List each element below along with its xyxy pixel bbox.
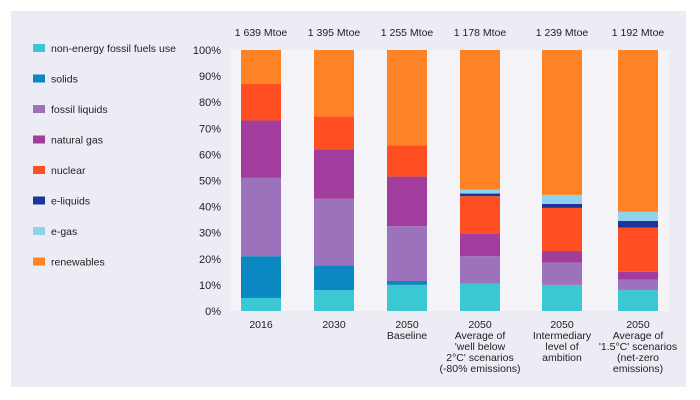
legend-swatch: [33, 166, 45, 174]
bar-segment: [241, 256, 281, 298]
stacked-bar-chart: 0% 10% 20% 30% 40% 50% 60% 70% 80% 90% 100% 1 639 M…: [11, 11, 686, 387]
y-tick-label: 100%: [193, 45, 221, 57]
x-category-label: 2050 Intermediary level of ambition: [533, 319, 592, 364]
bar-segment: [241, 120, 281, 177]
legend-swatch: [33, 105, 45, 113]
bar-segment: [542, 50, 582, 195]
y-tick-label: 40%: [199, 202, 221, 214]
x-category-label: 2050 Average of '1.5°C' scenarios (net-zero…: [599, 319, 677, 375]
y-tick-label: 50%: [199, 176, 221, 188]
bar-total-label: 1 192 Mtoe: [612, 27, 665, 39]
bar-segment: [618, 272, 658, 280]
y-tick-label: 10%: [199, 280, 221, 292]
bar-segment: [618, 221, 658, 228]
bar-segment: [314, 290, 354, 311]
y-tick-label: 30%: [199, 228, 221, 240]
bar-total-label: 1 255 Mtoe: [381, 27, 434, 39]
legend-label: e-liquids: [51, 196, 90, 208]
bar-segment: [542, 251, 582, 263]
bar-segment: [460, 194, 500, 197]
bar-segment: [542, 285, 582, 311]
bar-total-label: 1 395 Mtoe: [308, 27, 361, 39]
x-category-label: 2050 Average of'well below 2°C' scenarios(…: [439, 319, 520, 375]
legend-label: renewables: [51, 257, 105, 269]
x-category-label: 2016: [249, 319, 273, 331]
bar-segment: [460, 196, 500, 234]
legend-swatch: [33, 227, 45, 235]
chart-panel: 0% 10% 20% 30% 40% 50% 60% 70% 80% 90% 100% 1 639 M…: [11, 11, 686, 387]
bar-segment: [314, 50, 354, 117]
y-tick-label: 20%: [199, 254, 221, 266]
bar-segment: [618, 212, 658, 221]
x-category-label: 2050 Baseline: [387, 319, 427, 342]
bar-segment: [387, 281, 427, 285]
bar-total-label: 1 639 Mtoe: [235, 27, 288, 39]
bar-segment: [241, 178, 281, 256]
plot-area: [231, 50, 669, 311]
bar-segment: [387, 145, 427, 176]
x-category-label: 2030: [322, 319, 346, 331]
bar-segment: [387, 285, 427, 311]
bar-segment: [241, 298, 281, 311]
y-tick-label: 70%: [199, 123, 221, 135]
bar-segment: [387, 50, 427, 145]
bar-segment: [460, 50, 500, 190]
y-tick-label: 60%: [199, 149, 221, 161]
legend-label: fossil liquids: [51, 104, 108, 116]
bar-segment: [241, 84, 281, 121]
bar-total-label: 1 239 Mtoe: [536, 27, 589, 39]
bar-segment: [460, 234, 500, 256]
legend-swatch: [33, 75, 45, 83]
legend-swatch: [33, 197, 45, 205]
bar-segment: [314, 149, 354, 199]
legend-swatch: [33, 258, 45, 266]
legend-label: e-gas: [51, 226, 77, 238]
bar-segment: [460, 256, 500, 283]
bar-segment: [314, 199, 354, 266]
bar-segment: [241, 50, 281, 84]
bar-segment: [618, 290, 658, 311]
y-tick-label: 90%: [199, 71, 221, 83]
bar-segment: [542, 195, 582, 204]
legend-swatch: [33, 44, 45, 52]
bar-segment: [387, 226, 427, 281]
bar-segment: [542, 204, 582, 208]
legend-label: solids: [51, 74, 78, 86]
y-tick-label: 0%: [205, 306, 221, 318]
y-tick-label: 80%: [199, 97, 221, 109]
bar-segment: [387, 177, 427, 227]
legend-label: non-energy fossil fuels use: [51, 43, 176, 55]
bar-segment: [618, 50, 658, 212]
bar-segment: [542, 263, 582, 285]
bar-segment: [314, 265, 354, 290]
bar-segment: [618, 227, 658, 271]
bar-segment: [314, 117, 354, 150]
bar-segment: [618, 280, 658, 290]
bar-segment: [460, 190, 500, 194]
bar-segment: [460, 284, 500, 311]
legend-swatch: [33, 136, 45, 144]
legend-label: nuclear: [51, 165, 86, 177]
bar-segment: [542, 208, 582, 251]
bar-total-label: 1 178 Mtoe: [454, 27, 507, 39]
legend-label: natural gas: [51, 135, 103, 147]
